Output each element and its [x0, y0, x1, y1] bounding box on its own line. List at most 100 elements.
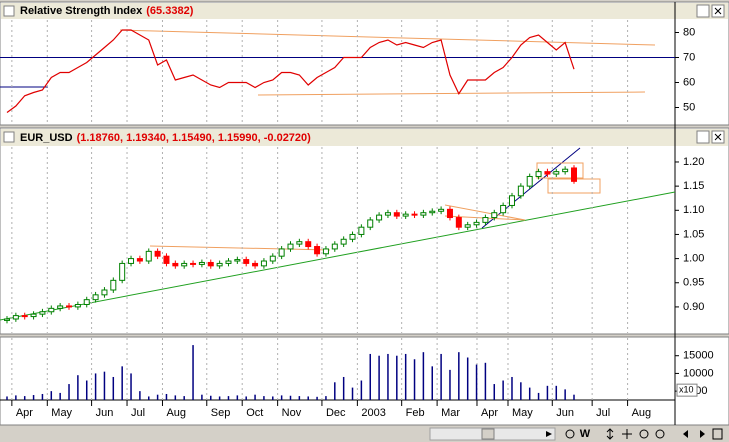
y-tick-label: 1.10 — [683, 204, 704, 216]
layout-button[interactable] — [712, 428, 723, 440]
panel-icon — [3, 131, 15, 143]
x-tick-label: May — [51, 407, 72, 419]
box — [536, 162, 584, 179]
candle-body — [358, 226, 365, 235]
candle-body — [429, 210, 436, 214]
candle-body — [571, 167, 578, 182]
y-tick-label: 70 — [683, 51, 695, 63]
rsi-title-bar — [1, 3, 728, 19]
y-tick-label: 0.95 — [683, 277, 704, 289]
candle-body — [66, 305, 73, 308]
trendline — [0, 191, 676, 321]
rsi-title-value: (65.3382) — [146, 5, 193, 17]
candle-body — [517, 185, 524, 197]
scroll-left-button[interactable] — [683, 430, 688, 438]
axis-note-box — [676, 383, 698, 397]
y-tick-label: 1.15 — [683, 180, 704, 192]
y-tick-label: 10000 — [683, 367, 714, 379]
candle-body — [331, 243, 338, 250]
candle-body — [110, 279, 117, 291]
maximize-button[interactable] — [696, 4, 710, 18]
scroll-right-button[interactable] — [700, 430, 705, 438]
x-tick-label: Apr — [16, 407, 33, 419]
candle-body — [420, 212, 427, 216]
candle-body — [367, 219, 374, 228]
candle-body — [30, 313, 37, 318]
drawings — [0, 29, 676, 321]
candle-body — [216, 262, 223, 267]
candle-body — [3, 318, 10, 321]
candle-body — [535, 171, 542, 177]
close-icon — [714, 7, 722, 15]
zoom-out-button[interactable] — [639, 429, 649, 439]
candle-body — [119, 262, 126, 281]
candle-body — [500, 204, 507, 214]
toolbar — [0, 426, 729, 442]
y-tick-label: 1.05 — [683, 228, 704, 240]
x-tick-label: Mar — [441, 407, 460, 419]
maximize-button[interactable] — [696, 130, 710, 144]
rsi-panel — [0, 1, 729, 126]
candle-body — [553, 171, 560, 175]
trendline — [119, 29, 656, 46]
candle-body — [376, 214, 383, 221]
candle-body — [128, 258, 135, 264]
candle-body — [12, 315, 19, 320]
x-tick-label: Feb — [406, 407, 425, 419]
candle-body — [411, 213, 418, 216]
candle-body — [145, 250, 152, 262]
candle-body — [243, 259, 250, 264]
zoom-vertical-button[interactable] — [606, 428, 614, 440]
candle-body — [491, 212, 498, 219]
y-tick-label: 0.90 — [683, 301, 704, 313]
candle-body — [455, 217, 462, 228]
candle-body — [402, 213, 409, 217]
price-panel — [0, 127, 729, 335]
candle-body — [198, 261, 205, 265]
candle-body — [225, 260, 232, 264]
candle-body — [340, 238, 347, 245]
candle-body — [190, 262, 197, 265]
x-tick-label: Nov — [282, 407, 302, 419]
x-tick-label: Jun — [556, 407, 574, 419]
candle-body — [278, 248, 285, 257]
candle-body — [92, 294, 99, 301]
candle-body — [181, 262, 188, 267]
scroll-arrow[interactable] — [546, 431, 552, 437]
candle-body — [260, 260, 267, 267]
price-title-value: (1.18760, 1.19340, 1.15490, 1.15990, -0.… — [77, 132, 312, 144]
y-tick-label: 80 — [683, 26, 695, 38]
pan-button[interactable] — [622, 429, 632, 439]
y-tick-label: 1.00 — [683, 253, 704, 265]
candle-body — [473, 221, 480, 226]
candle-body — [544, 171, 551, 175]
y-tick-label: 15000 — [683, 350, 714, 362]
x-tick-label: Jul — [596, 407, 610, 419]
candle-body — [349, 233, 356, 240]
refresh-button[interactable] — [565, 429, 575, 439]
x-tick-label: May — [512, 407, 533, 419]
candle-body — [287, 243, 294, 250]
candle-body — [154, 250, 161, 257]
candle-body — [207, 261, 214, 267]
rsi-title: Relative Strength Index — [20, 5, 143, 17]
candle-body — [234, 259, 241, 262]
candle-body — [508, 195, 515, 206]
price-title: EUR_USD — [20, 132, 73, 144]
x-tick-label: Oct — [246, 407, 263, 419]
x-tick-label: Aug — [166, 407, 186, 419]
week-button[interactable]: W — [580, 428, 591, 440]
scroll-thumb[interactable] — [481, 428, 495, 440]
candle-body — [296, 241, 303, 245]
candle-body — [252, 262, 259, 267]
candle-body — [314, 246, 321, 255]
candle-body — [163, 255, 170, 264]
candle-body — [438, 208, 445, 212]
candle-body — [39, 311, 46, 315]
candle-body — [464, 224, 471, 228]
x-tick-label: Sep — [211, 407, 231, 419]
candle-body — [526, 175, 533, 187]
candle-body — [57, 305, 64, 309]
zoom-in-button[interactable] — [655, 429, 665, 439]
